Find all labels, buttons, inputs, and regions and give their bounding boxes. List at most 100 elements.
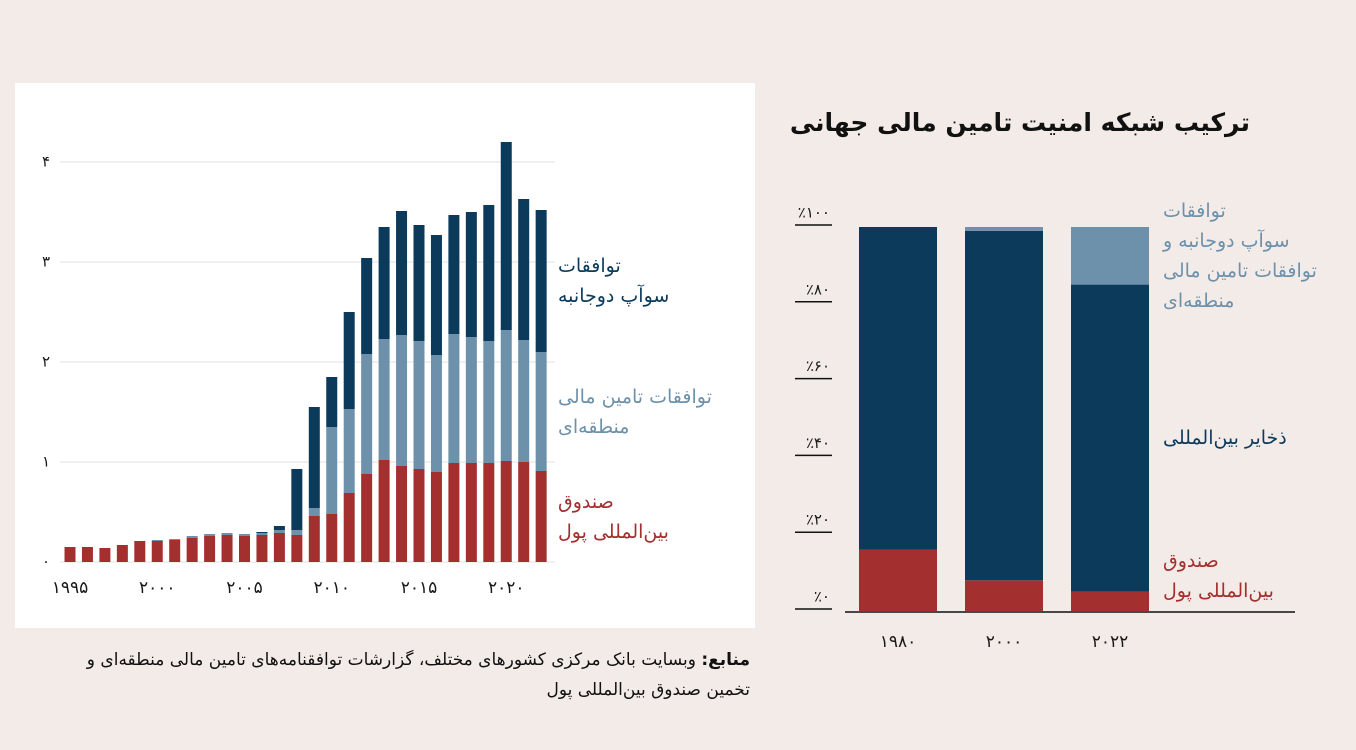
- bar-segment: [273, 526, 285, 530]
- y-tick-label: ٪۸۰: [806, 280, 830, 298]
- bar-segment: [151, 540, 163, 541]
- bar-segment: [116, 545, 128, 562]
- bar-segment: [308, 516, 320, 562]
- bar-segment: [1071, 227, 1149, 285]
- bar-segment: [413, 225, 425, 341]
- bar-segment: [326, 514, 338, 562]
- bar-segment: [64, 547, 76, 562]
- bar-segment: [151, 541, 163, 562]
- x-tick-label: ۱۹۸۰: [880, 632, 917, 652]
- bar-segment: [430, 472, 442, 562]
- bar-segment: [273, 533, 285, 562]
- bar-segment: [535, 471, 547, 562]
- series-label: ذخایر بین‌المللی: [1163, 427, 1287, 450]
- y-tick-label: ٪۶۰: [806, 357, 830, 375]
- series-label: توافقات تامین مالی منطقه‌ای: [558, 385, 712, 438]
- bar-segment: [413, 469, 425, 562]
- bar-segment: [169, 539, 181, 540]
- y-tick-label: ۴: [42, 153, 50, 171]
- bar-segment: [535, 210, 547, 352]
- series-label: صندوق بین‌المللی پول: [1163, 550, 1274, 602]
- bar-segment: [430, 235, 442, 355]
- bar-segment: [256, 532, 268, 533]
- bar-segment: [221, 535, 233, 562]
- y-tick-label: ٪۴۰: [806, 434, 830, 452]
- x-tick-label: ۲۰۰۵: [226, 578, 263, 598]
- bar-segment: [378, 460, 390, 562]
- bar-segment: [518, 462, 530, 562]
- bar-segment: [483, 463, 495, 562]
- bar-segment: [256, 533, 268, 535]
- chart-title: ترکیب شبکه امنیت تامین مالی جهانی: [789, 108, 1250, 137]
- bar-segment: [99, 548, 111, 562]
- bar-segment: [343, 312, 355, 409]
- bar-segment: [859, 549, 937, 611]
- bar-segment: [291, 530, 303, 535]
- bar-segment: [343, 409, 355, 493]
- bar-segment: [169, 540, 181, 562]
- y-tick-label: ٪۰: [814, 588, 830, 606]
- bar-segment: [239, 534, 250, 536]
- x-tick-label: ۱۹۹۵: [52, 578, 89, 598]
- bar-segment: [483, 341, 495, 463]
- bar-segment: [396, 211, 408, 335]
- bar-segment: [518, 340, 530, 462]
- y-tick-label: ۲: [42, 353, 50, 371]
- series-label: توافقات سوآپ دوجانبه: [558, 255, 670, 307]
- source-label: منابع:: [701, 650, 750, 670]
- bar-segment: [535, 352, 547, 471]
- bar-segment: [361, 354, 373, 474]
- series-label: توافقات سوآپ دوجانبه و توافقات تامین مال…: [1163, 199, 1317, 312]
- bar-segment: [465, 337, 477, 463]
- bar-segment: [465, 212, 477, 337]
- bar-segment: [965, 580, 1043, 611]
- x-tick-label: ۲۰۰۰: [986, 632, 1023, 652]
- y-tick-label: ۰: [42, 553, 50, 571]
- bar-segment: [859, 227, 937, 550]
- y-tick-label: ۳: [42, 253, 50, 271]
- bar-segment: [378, 339, 390, 460]
- bar-segment: [378, 227, 390, 339]
- x-tick-label: ۲۰۲۲: [1092, 632, 1129, 652]
- x-tick-label: ۲۰۱۰: [313, 578, 350, 598]
- y-tick-label: ٪۲۰: [806, 511, 830, 529]
- bar-segment: [204, 536, 216, 562]
- bar-segment: [221, 533, 233, 535]
- bar-segment: [204, 534, 216, 536]
- bar-segment: [361, 258, 373, 354]
- bar-segment: [396, 466, 408, 562]
- source-note: منابع: وبسایت بانک مرکزی کشورهای مختلف، …: [45, 645, 750, 705]
- bar-segment: [500, 461, 512, 562]
- bar-segment: [448, 215, 460, 334]
- bar-segment: [308, 407, 320, 508]
- bar-segment: [465, 463, 477, 562]
- bar-segment: [483, 205, 495, 341]
- series-label: صندوق بین‌المللی پول: [558, 490, 669, 543]
- source-text: وبسایت بانک مرکزی کشورهای مختلف، گزارشات…: [86, 650, 750, 700]
- bar-segment: [186, 538, 198, 562]
- bar-segment: [134, 541, 146, 562]
- bar-segment: [448, 463, 460, 562]
- bar-segment: [965, 230, 1043, 581]
- bar-segment: [256, 535, 268, 562]
- x-tick-label: ۲۰۱۵: [401, 578, 438, 598]
- bar-segment: [291, 469, 303, 530]
- bar-segment: [1071, 591, 1149, 611]
- x-tick-label: ۲۰۰۰: [139, 578, 176, 598]
- bar-segment: [273, 530, 285, 533]
- y-tick-label: ٪۱۰۰: [798, 204, 830, 222]
- bar-segment: [396, 335, 408, 466]
- bar-segment: [430, 355, 442, 472]
- bar-segment: [326, 377, 338, 427]
- bar-segment: [343, 493, 355, 562]
- bar-segment: [186, 536, 198, 538]
- bar-segment: [500, 330, 512, 461]
- y-tick-label: ۱: [42, 453, 50, 471]
- bar-segment: [239, 536, 250, 562]
- bar-segment: [518, 199, 530, 340]
- bar-segment: [308, 508, 320, 516]
- bar-segment: [81, 547, 93, 562]
- x-tick-label: ۲۰۲۰: [488, 578, 525, 598]
- bar-segment: [500, 142, 512, 330]
